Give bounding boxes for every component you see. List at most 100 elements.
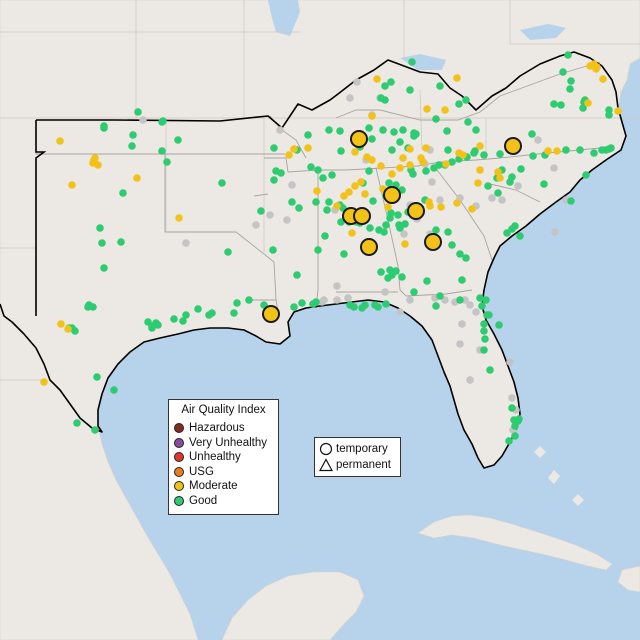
- moderate-monitor: [373, 75, 381, 83]
- no-data-monitor: [283, 216, 291, 224]
- moderate-monitor: [351, 182, 359, 190]
- good-monitor: [93, 373, 101, 381]
- good-monitor: [392, 267, 400, 275]
- good-monitor: [462, 254, 470, 262]
- good-monitor: [269, 246, 277, 254]
- legend-item-good: Good: [174, 494, 217, 508]
- good-monitor: [314, 166, 322, 174]
- good-monitor: [540, 180, 548, 188]
- good-monitor: [337, 147, 345, 155]
- no-data-monitor: [534, 136, 542, 144]
- good-monitor: [218, 179, 226, 187]
- good-monitor: [464, 118, 472, 126]
- good-monitor: [486, 366, 494, 374]
- good-monitor: [432, 302, 440, 310]
- good-monitor: [73, 419, 81, 427]
- good-monitor: [129, 131, 137, 139]
- no-data-monitor: [406, 296, 414, 304]
- no-data-monitor: [550, 164, 558, 172]
- aqi-legend: Air Quality Index Hazardous Very Unhealt…: [168, 399, 279, 515]
- good-monitor: [194, 305, 202, 313]
- moderate-monitor: [422, 144, 430, 152]
- legend-label-permanent: permanent: [336, 459, 391, 471]
- good-monitor: [128, 142, 136, 150]
- no-data-monitor: [346, 94, 354, 102]
- no-data-monitor: [266, 211, 274, 219]
- good-monitor: [517, 165, 525, 173]
- good-monitor: [233, 299, 241, 307]
- good-monitor: [481, 335, 489, 343]
- good-monitor: [325, 198, 333, 206]
- moderate-monitor: [441, 106, 449, 114]
- moderate-monitor: [453, 74, 461, 82]
- legend-label-hazardous: Hazardous: [189, 422, 245, 434]
- moderate-monitor: [57, 320, 65, 328]
- good-monitor: [462, 96, 470, 104]
- good-monitor: [605, 106, 613, 114]
- moderate-monitor: [455, 149, 463, 157]
- good-monitor: [91, 426, 99, 434]
- no-data-monitor: [333, 282, 341, 290]
- good-monitor: [119, 189, 127, 197]
- good-monitor: [562, 146, 570, 154]
- good-monitor: [390, 128, 398, 136]
- legend-swatch-good: [174, 495, 184, 506]
- no-data-monitor: [508, 394, 516, 402]
- good-monitor: [508, 173, 516, 181]
- good-monitor: [337, 218, 345, 226]
- good-monitor: [100, 264, 108, 272]
- good-monitor: [579, 104, 587, 112]
- good-monitor: [298, 299, 306, 307]
- good-monitor: [406, 86, 414, 94]
- good-monitor: [325, 126, 333, 134]
- good-monitor: [336, 127, 344, 135]
- legend-swatch-hazardous: [174, 423, 184, 433]
- no-data-monitor: [466, 301, 474, 309]
- land-cuba: [417, 514, 613, 571]
- good-monitor: [582, 171, 590, 179]
- no-data-monitor: [458, 320, 466, 328]
- moderate-monitor: [599, 75, 607, 83]
- legend-label-unhealthy: Unhealthy: [189, 451, 241, 463]
- good-monitor: [567, 77, 575, 85]
- moderate-monitor: [399, 154, 407, 162]
- good-monitor: [505, 437, 513, 445]
- good-monitor: [182, 311, 190, 319]
- good-monitor: [293, 271, 301, 279]
- good-monitor: [455, 100, 463, 108]
- good-monitor: [295, 204, 303, 212]
- good-monitor: [485, 311, 493, 319]
- moderate-monitor: [351, 148, 359, 156]
- legend-label-moderate: Moderate: [189, 480, 238, 492]
- good-monitor: [377, 268, 385, 276]
- moderate-monitor: [476, 142, 484, 150]
- legend-item-hazardous: Hazardous: [174, 421, 245, 435]
- good-monitor: [148, 324, 156, 332]
- good-monitor: [224, 248, 232, 256]
- moderate-monitor: [175, 214, 183, 222]
- good-monitor: [576, 146, 584, 154]
- good-monitor: [495, 321, 503, 329]
- good-monitor: [379, 126, 387, 134]
- good-monitor: [482, 296, 490, 304]
- temporary-moderate-monitor: [424, 233, 442, 251]
- good-monitor: [436, 292, 444, 300]
- moderate-monitor: [468, 205, 476, 213]
- good-monitor: [470, 149, 478, 157]
- good-monitor: [401, 220, 409, 228]
- good-monitor: [366, 224, 374, 232]
- good-monitor: [399, 126, 407, 134]
- good-monitor: [410, 129, 418, 137]
- no-data-monitor: [488, 194, 496, 202]
- no-data-monitor: [436, 196, 444, 204]
- good-monitor: [288, 198, 296, 206]
- good-monitor: [484, 182, 492, 190]
- good-monitor: [480, 346, 488, 354]
- no-data-monitor: [466, 376, 474, 384]
- good-monitor: [340, 250, 348, 258]
- good-monitor: [365, 167, 373, 175]
- good-monitor: [516, 232, 524, 240]
- good-monitor: [435, 161, 443, 169]
- no-data-monitor: [400, 230, 408, 238]
- moderate-monitor: [91, 154, 99, 162]
